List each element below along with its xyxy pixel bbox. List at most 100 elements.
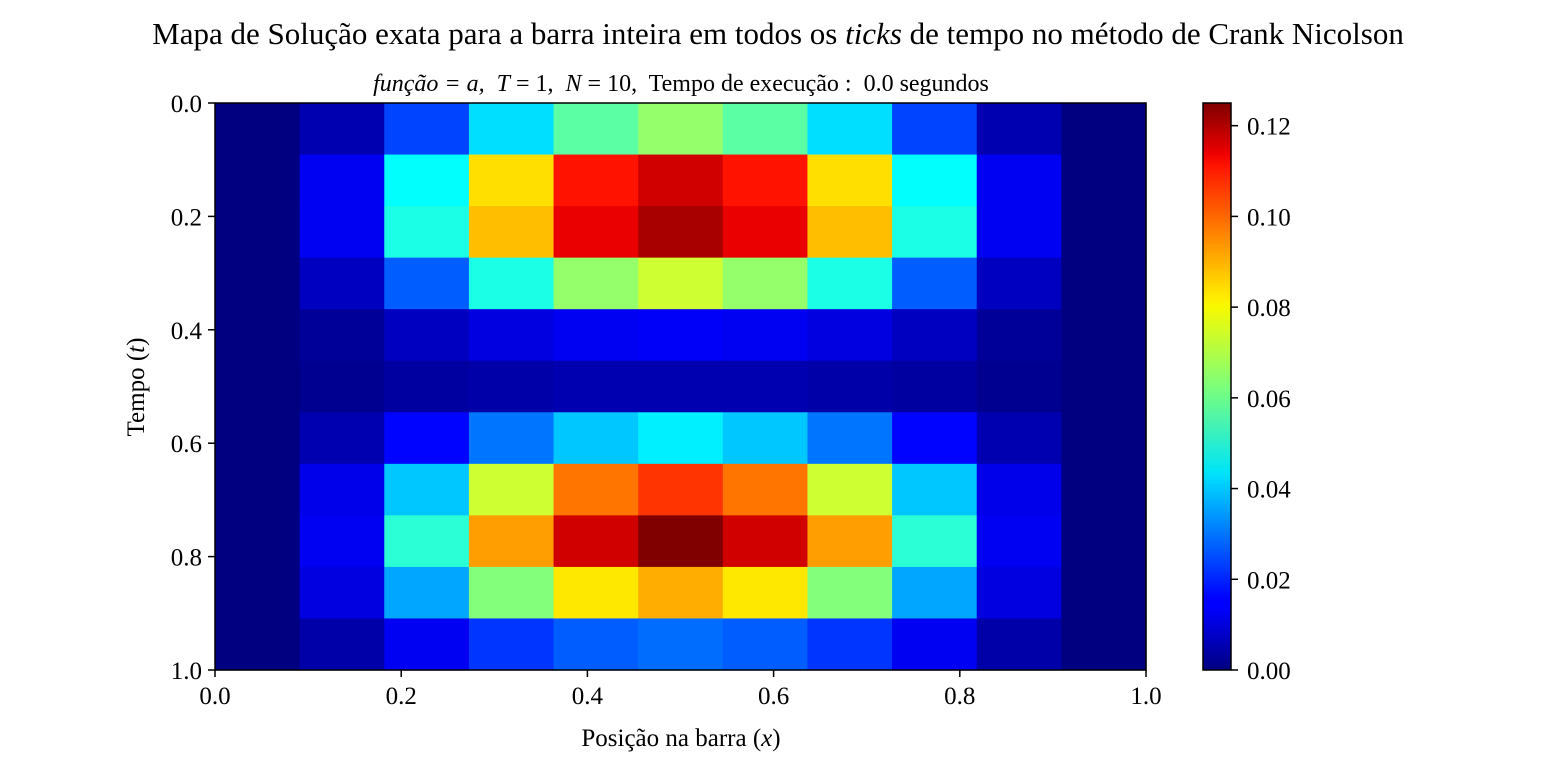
- heatmap-cell: [553, 309, 639, 362]
- heatmap-cell: [807, 412, 893, 465]
- heatmap-cell: [384, 618, 470, 671]
- heatmap-cell: [722, 360, 809, 413]
- heatmap-cell: [384, 103, 470, 156]
- heatmap-cell: [892, 206, 978, 259]
- subtitle-exec-label: Tempo de execução :: [649, 71, 852, 97]
- x-axis-label: Posição na barra (x): [581, 725, 780, 752]
- heatmap-cell: [215, 360, 301, 413]
- heatmap-cell: [384, 463, 470, 516]
- x-axis-ticks: 0.0 0.2 0.4 0.6 0.8 1.0: [199, 670, 1162, 710]
- heatmap-cell: [553, 618, 639, 671]
- heatmap-cell: [976, 154, 1062, 207]
- heatmap-cell: [722, 257, 809, 310]
- heatmap-cell: [299, 618, 385, 671]
- x-tick-label: 0.8: [944, 683, 975, 710]
- heatmap-cell: [215, 515, 301, 568]
- heatmap-cell: [976, 412, 1062, 465]
- heatmap-cell: [299, 257, 385, 310]
- y-tick-label: 0.8: [171, 545, 202, 572]
- x-tick-label: 0.4: [572, 683, 604, 710]
- y-axis-label-text: Tempo (: [123, 353, 150, 437]
- heatmap-cell: [299, 515, 385, 568]
- heatmap-cell: [468, 618, 555, 671]
- heatmap-cell: [384, 309, 470, 362]
- y-axis-label: Tempo (t): [123, 338, 150, 437]
- heatmap-cell: [722, 206, 809, 259]
- heatmap-cell: [638, 618, 724, 671]
- heatmap-cell: [722, 566, 809, 620]
- heatmap-cell: [892, 360, 978, 413]
- heatmap-cell: [384, 515, 470, 568]
- heatmap-cell: [638, 360, 724, 413]
- heatmap-cell: [638, 309, 724, 362]
- colorbar-tick-label: 0.02: [1247, 567, 1291, 594]
- colorbar-tick-label: 0.10: [1247, 204, 1291, 231]
- heatmap-cell: [553, 154, 639, 207]
- heatmap-cell: [299, 103, 385, 156]
- heatmap-cell: [468, 154, 555, 207]
- heatmap-cell: [807, 515, 893, 568]
- heatmap-cell: [722, 412, 809, 465]
- heatmap-cell: [892, 154, 978, 207]
- y-tick-label: 0.2: [171, 204, 202, 231]
- y-tick-label: 1.0: [171, 658, 202, 685]
- heatmap-cell: [553, 463, 639, 516]
- heatmap-cell: [722, 154, 809, 207]
- colorbar-frame: [1202, 102, 1232, 671]
- heatmap-cell: [638, 515, 724, 568]
- heatmap-cell: [807, 103, 893, 156]
- colorbar-tick-label: 0.06: [1247, 386, 1291, 413]
- heatmap-cell: [1061, 103, 1147, 156]
- heatmap-cell: [468, 206, 555, 259]
- heatmap-cell: [553, 566, 639, 620]
- y-tick-label: 0.6: [171, 431, 202, 458]
- heatmap-cell: [1061, 566, 1147, 620]
- heatmap-cell: [807, 309, 893, 362]
- heatmap-cell: [468, 309, 555, 362]
- heatmap-cell: [468, 412, 555, 465]
- heatmap-cell: [892, 463, 978, 516]
- heatmap-cell: [976, 360, 1062, 413]
- heatmap-cell: [215, 309, 301, 362]
- heatmap-cell: [1061, 618, 1147, 671]
- heatmap-cell: [1061, 412, 1147, 465]
- heatmap-cell: [215, 257, 301, 310]
- heatmap-cell: [215, 103, 301, 156]
- heatmap-cell: [215, 154, 301, 207]
- colorbar-gradient: [1203, 103, 1231, 670]
- heatmap-cell: [299, 309, 385, 362]
- heatmap-cell: [722, 309, 809, 362]
- heatmap-cell: [553, 103, 639, 156]
- heatmap-cell: [976, 103, 1062, 156]
- heatmap-cell: [638, 412, 724, 465]
- subtitle-func-name: função: [373, 71, 438, 97]
- heatmap-cell: [807, 360, 893, 413]
- heatmap-cell: [638, 103, 724, 156]
- heatmap-cell: [299, 206, 385, 259]
- heatmap-cell: [976, 309, 1062, 362]
- heatmap-cell: [468, 463, 555, 516]
- chart-title-after: de tempo no método de Crank Nicolson: [902, 16, 1404, 51]
- heatmap-cell: [1061, 309, 1147, 362]
- heatmap-cell: [468, 515, 555, 568]
- heatmap-cell: [215, 412, 301, 465]
- heatmap-cell: [553, 206, 639, 259]
- heatmap-cell: [384, 154, 470, 207]
- y-axis-ticks: 0.0 0.2 0.4 0.6 0.8 1.0: [171, 91, 215, 685]
- heatmap-cell: [299, 360, 385, 413]
- heatmap-cell: [976, 206, 1062, 259]
- heatmap-cell: [553, 412, 639, 465]
- heatmap-cell: [215, 206, 301, 259]
- heatmap-cell: [807, 257, 893, 310]
- heatmap-cell: [215, 566, 301, 620]
- heatmap-cell: [807, 206, 893, 259]
- subtitle-n-name: N: [565, 71, 584, 97]
- heatmap-cell: [722, 515, 809, 568]
- heatmap-cell: [553, 360, 639, 413]
- heatmap-cell: [1061, 515, 1147, 568]
- heatmap-cell: [976, 463, 1062, 516]
- subtitle-func-value: = a,: [444, 71, 484, 97]
- y-tick-label: 0.4: [171, 318, 203, 345]
- heatmap-cell: [553, 515, 639, 568]
- heatmap-cell: [892, 566, 978, 620]
